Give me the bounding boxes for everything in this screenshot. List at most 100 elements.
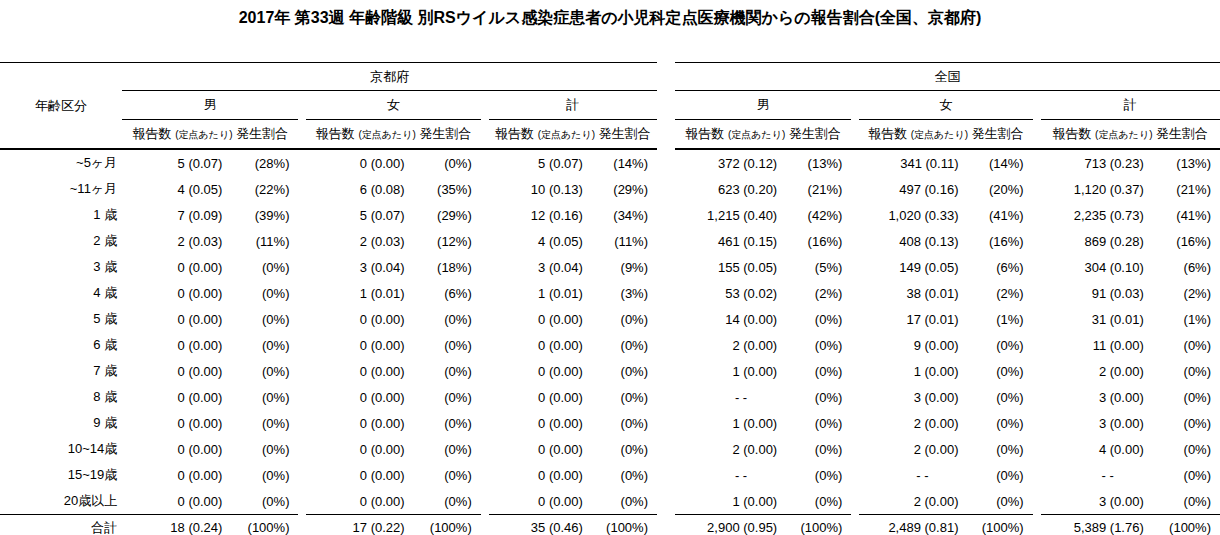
count-cell: 461 (0.15) — [675, 228, 793, 254]
spacer — [298, 228, 306, 254]
ratio-cell: (0%) — [421, 488, 481, 515]
kyoto-total-header: 計 — [489, 91, 657, 120]
spacer — [1033, 202, 1041, 228]
ratio-cell: (0%) — [1160, 436, 1220, 462]
ratio-cell: (2%) — [1160, 280, 1220, 306]
ratio-cell: (0%) — [599, 462, 657, 488]
region-header-national: 全国 — [675, 63, 1220, 91]
ratio-cell: (0%) — [974, 358, 1032, 384]
age-cell: 6 歳 — [0, 332, 122, 358]
spacer — [657, 332, 675, 358]
spacer — [1033, 254, 1041, 280]
ratio-cell: (2%) — [793, 280, 851, 306]
count-cell: 3 (0.00) — [859, 384, 974, 410]
ratio-cell: (0%) — [974, 384, 1032, 410]
ratio-cell: (0%) — [1160, 462, 1220, 488]
spacer — [298, 410, 306, 436]
count-cell: 5 (0.07) — [489, 149, 599, 176]
spacer — [481, 176, 489, 202]
count-cell: 38 (0.01) — [859, 280, 974, 306]
ratio-cell: (6%) — [1160, 254, 1220, 280]
spacer — [851, 91, 859, 120]
count-cell: 408 (0.13) — [859, 228, 974, 254]
spacer — [1033, 358, 1041, 384]
ratio-cell: (0%) — [1160, 384, 1220, 410]
ratio-cell: (0%) — [599, 358, 657, 384]
spacer — [481, 436, 489, 462]
ratio-cell: (11%) — [238, 228, 298, 254]
count-cell: 0 (0.00) — [122, 436, 238, 462]
ratio-cell: (0%) — [974, 410, 1032, 436]
count-cell: 4 (0.00) — [1041, 436, 1160, 462]
ratio-cell: (21%) — [1160, 176, 1220, 202]
ratio-cell: (20%) — [974, 176, 1032, 202]
ratio-cell: (100%) — [1160, 515, 1220, 535]
count-cell: 149 (0.05) — [859, 254, 974, 280]
count-cell: 35 (0.46) — [489, 515, 599, 535]
count-cell: 0 (0.00) — [489, 436, 599, 462]
kyoto-male-header: 男 — [122, 91, 298, 120]
report-page: 2017年 第33週 年齢階級 別RSウイルス感染症患者の小児科定点医療機関から… — [0, 0, 1220, 535]
count-cell: 5 (0.07) — [306, 202, 420, 228]
spacer — [657, 306, 675, 332]
ratio-cell: (14%) — [599, 149, 657, 176]
ratio-cell: (6%) — [421, 280, 481, 306]
count-cell: 0 (0.00) — [122, 488, 238, 515]
ratio-cell: (0%) — [238, 280, 298, 306]
age-cell: ~11ヶ月 — [0, 176, 122, 202]
ratio-cell: (6%) — [974, 254, 1032, 280]
spacer — [481, 254, 489, 280]
spacer — [481, 462, 489, 488]
table-row: ~11ヶ月4 (0.05)(22%)6 (0.08)(35%)10 (0.13)… — [0, 176, 1220, 202]
ratio-cell: (1%) — [974, 306, 1032, 332]
count-cell: 869 (0.28) — [1041, 228, 1160, 254]
ratio-cell: (41%) — [974, 202, 1032, 228]
age-cell: 合計 — [0, 515, 122, 535]
count-cell: 91 (0.03) — [1041, 280, 1160, 306]
ratio-cell: (100%) — [421, 515, 481, 535]
count-cell: 3 (0.00) — [1041, 488, 1160, 515]
count-cell: 17 (0.22) — [306, 515, 420, 535]
count-cell: 3 (0.04) — [306, 254, 420, 280]
age-cell: 7 歳 — [0, 358, 122, 384]
spacer — [1033, 384, 1041, 410]
count-cell: 17 (0.01) — [859, 306, 974, 332]
age-cell: 1 歳 — [0, 202, 122, 228]
ratio-cell: (0%) — [238, 488, 298, 515]
ratio-cell: (2%) — [974, 280, 1032, 306]
ratio-cell: (0%) — [238, 462, 298, 488]
age-cell: 9 歳 — [0, 410, 122, 436]
count-cell: 0 (0.00) — [122, 280, 238, 306]
count-cell: 0 (0.00) — [489, 384, 599, 410]
table-row: ~5ヶ月5 (0.07)(28%)0 (0.00)(0%)5 (0.07)(14… — [0, 149, 1220, 176]
spacer — [851, 176, 859, 202]
spacer — [481, 120, 489, 150]
spacer — [481, 149, 489, 176]
count-cell: 31 (0.01) — [1041, 306, 1160, 332]
spacer — [1033, 410, 1041, 436]
count-cell: 1 (0.01) — [306, 280, 420, 306]
national-male-header: 男 — [675, 91, 851, 120]
spacer — [851, 149, 859, 176]
spacer — [298, 120, 306, 150]
spacer — [298, 358, 306, 384]
ratio-cell: (11%) — [599, 228, 657, 254]
spacer — [657, 515, 675, 535]
spacer — [1033, 280, 1041, 306]
count-cell: 2 (0.03) — [122, 228, 238, 254]
count-cell: 2 (0.00) — [675, 436, 793, 462]
ratio-cell: (0%) — [793, 410, 851, 436]
ratio-cell: (0%) — [599, 410, 657, 436]
count-cell: 5,389 (1.76) — [1041, 515, 1160, 535]
gender-header-row: 男 女 計 男 女 計 — [0, 91, 1220, 120]
count-cell: 0 (0.00) — [122, 332, 238, 358]
count-cell: - - — [1041, 462, 1160, 488]
spacer — [481, 488, 489, 515]
national-total-header: 計 — [1041, 91, 1220, 120]
spacer — [1033, 120, 1041, 150]
spacer — [851, 436, 859, 462]
ratio-cell: (0%) — [238, 306, 298, 332]
spacer — [1033, 149, 1041, 176]
ratio-cell: (0%) — [1160, 358, 1220, 384]
count-cell: 2 (0.00) — [1041, 358, 1160, 384]
